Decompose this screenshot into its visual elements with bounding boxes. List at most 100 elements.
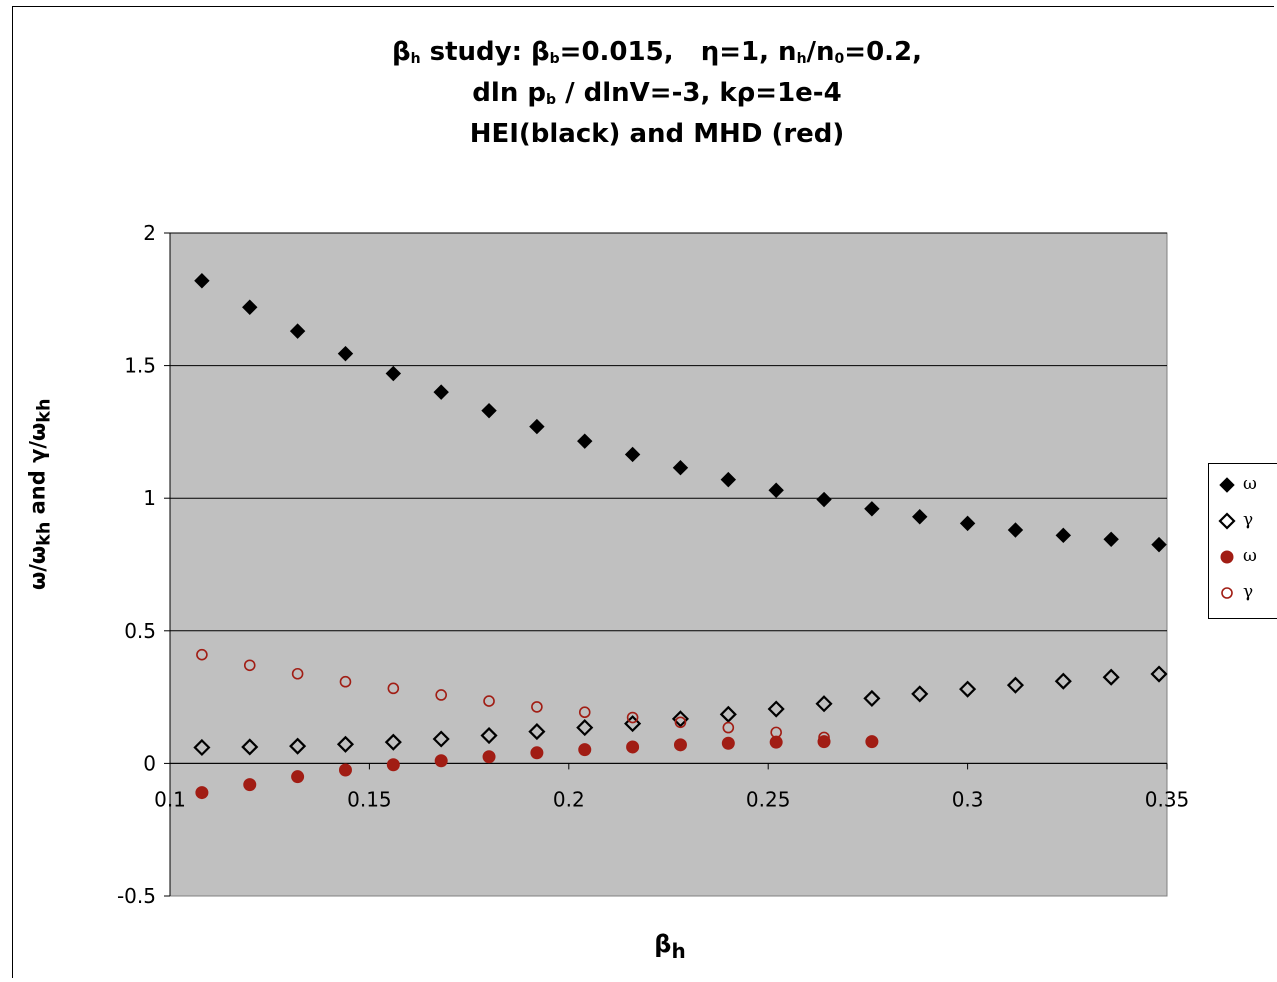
data-point xyxy=(193,738,211,757)
data-point xyxy=(1055,527,1072,544)
legend-marker-shape xyxy=(1218,512,1236,530)
title-line-2: dln pb / dlnV=-3, kρ=1e-4 xyxy=(472,78,842,108)
data-point xyxy=(195,786,209,800)
legend-marker-shape xyxy=(1219,477,1235,493)
data-point xyxy=(480,726,498,745)
data-point xyxy=(289,737,307,755)
data-point xyxy=(242,299,258,315)
x-tick-label: 0.3 xyxy=(952,787,984,811)
y-tick-label: 0.5 xyxy=(124,619,156,643)
data-point xyxy=(529,418,545,435)
data-point xyxy=(1150,665,1168,683)
data-point xyxy=(959,515,976,532)
chart-frame xyxy=(12,6,1274,978)
legend-item: γ xyxy=(1209,508,1277,534)
data-point xyxy=(864,501,880,517)
legend-marker-shape xyxy=(1221,587,1233,599)
x-tick-label: 0.15 xyxy=(347,787,392,811)
data-point xyxy=(767,700,785,718)
legend-item: ω xyxy=(1209,472,1277,498)
data-point xyxy=(528,723,546,741)
data-point xyxy=(384,733,402,751)
series-0 xyxy=(194,273,1167,553)
data-point xyxy=(385,365,402,382)
data-point xyxy=(1103,531,1119,548)
data-point xyxy=(241,738,259,756)
data-point xyxy=(818,731,830,744)
data-point xyxy=(720,471,737,488)
data-point xyxy=(912,509,928,525)
data-point xyxy=(674,716,687,729)
legend-item: γ xyxy=(1209,580,1277,606)
data-point xyxy=(577,433,593,449)
legend-label: ω xyxy=(1243,474,1257,494)
title-line-1: βh study: βb=0.015, η=1, nh/n0=0.2, xyxy=(391,37,923,67)
legend-marker xyxy=(1221,587,1233,599)
data-point xyxy=(768,482,784,498)
data-point xyxy=(624,446,641,463)
x-tick-label: 0.35 xyxy=(1145,787,1190,811)
data-point xyxy=(1102,668,1120,686)
data-point xyxy=(338,763,352,777)
data-point xyxy=(339,675,352,688)
tick-labels: -0.5 0 0.5 1 1.5 2 0.1 0.15 0.2 0.25 0.3 0.35 xyxy=(117,221,1189,908)
data-point xyxy=(483,695,495,707)
data-point xyxy=(672,459,689,476)
axes xyxy=(164,232,1168,897)
data-point xyxy=(578,743,592,757)
data-point xyxy=(816,491,832,508)
data-point xyxy=(243,659,256,672)
y-tick-label: 2 xyxy=(143,221,156,245)
data-points xyxy=(193,273,1168,800)
data-point xyxy=(336,735,355,753)
data-point xyxy=(481,402,497,419)
series-1 xyxy=(193,665,1168,757)
data-point xyxy=(1054,672,1072,690)
data-point xyxy=(291,770,305,784)
x-tick-label: 0.2 xyxy=(553,787,585,811)
data-point xyxy=(815,695,833,713)
data-point xyxy=(578,706,591,719)
data-point xyxy=(531,701,543,713)
legend-marker xyxy=(1220,550,1234,564)
data-point xyxy=(337,345,354,362)
data-point xyxy=(721,736,735,750)
data-point xyxy=(530,746,544,760)
data-point xyxy=(291,667,304,680)
x-tick-label: 0.25 xyxy=(746,787,791,811)
data-point xyxy=(671,710,690,728)
legend-item: ω xyxy=(1209,544,1277,570)
data-point xyxy=(722,721,735,734)
legend-label: ω xyxy=(1243,546,1257,566)
y-tick-label: 1 xyxy=(143,486,156,510)
data-point xyxy=(194,273,210,289)
data-point xyxy=(576,719,594,737)
data-point xyxy=(387,682,400,695)
data-point xyxy=(434,754,448,768)
data-point xyxy=(770,726,782,739)
data-point xyxy=(386,758,400,772)
y-tick-label: -0.5 xyxy=(117,884,156,908)
data-point xyxy=(1151,536,1167,553)
data-point xyxy=(626,740,640,754)
data-point xyxy=(624,715,642,733)
data-point xyxy=(196,648,208,661)
data-point xyxy=(432,730,450,748)
data-point xyxy=(1006,676,1025,694)
data-point xyxy=(911,685,929,703)
data-point xyxy=(719,705,737,723)
data-point xyxy=(1007,522,1024,538)
data-point xyxy=(435,689,447,701)
data-point xyxy=(626,711,639,724)
x-axis-label: βh xyxy=(654,930,686,963)
series-2 xyxy=(195,735,879,800)
legend-marker-shape xyxy=(1220,550,1234,564)
series-3 xyxy=(196,648,830,744)
data-point xyxy=(482,750,496,764)
y-tick-label: 0 xyxy=(143,751,156,775)
data-point xyxy=(865,735,879,749)
y-tick-label: 1.5 xyxy=(124,354,156,378)
data-point xyxy=(289,323,306,339)
